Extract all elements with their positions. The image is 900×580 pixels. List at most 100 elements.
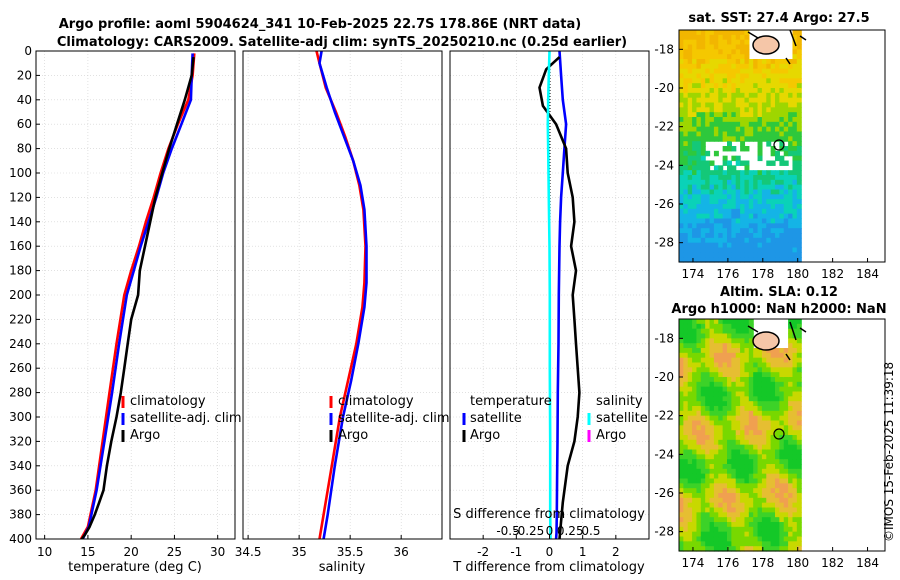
- heatmap-cell: [792, 257, 798, 263]
- y-tick-label: 160: [9, 239, 32, 253]
- heatmap-cell: [687, 44, 693, 50]
- heatmap-cell: [683, 430, 689, 436]
- heatmap-cell: [727, 136, 732, 142]
- heatmap-cell: [705, 54, 711, 60]
- heatmap-cell: [687, 425, 693, 431]
- heatmap-cell: [705, 73, 711, 79]
- heatmap-cell: [696, 112, 702, 118]
- heatmap-cell: [700, 179, 706, 186]
- heatmap-cell: [705, 126, 711, 133]
- heatmap-cell: [757, 218, 763, 224]
- heatmap-cell: [783, 150, 789, 157]
- heatmap-cell: [709, 425, 715, 431]
- heatmap-cell: [792, 319, 798, 325]
- lon-tick-label: 180: [786, 267, 809, 281]
- heatmap-cell: [709, 112, 715, 118]
- heatmap-cell: [744, 189, 750, 195]
- heatmap-cell: [679, 184, 684, 191]
- heatmap-cell: [683, 464, 689, 470]
- heatmap-cell: [705, 512, 711, 518]
- heatmap-cell: [735, 526, 741, 533]
- heatmap-cell: [775, 410, 780, 417]
- heatmap-cell: [744, 247, 750, 253]
- heatmap-cell: [709, 78, 715, 84]
- heatmap-cell: [735, 328, 741, 335]
- heatmap-cell: [679, 213, 684, 220]
- heatmap-cell: [683, 179, 689, 186]
- heatmap-cell: [748, 372, 754, 378]
- heatmap-cell: [796, 372, 802, 378]
- heatmap-cell: [740, 63, 746, 70]
- heatmap-cell: [718, 213, 724, 220]
- heatmap-cell: [718, 541, 724, 547]
- heatmap-cell: [775, 126, 780, 133]
- heatmap-cell: [700, 464, 706, 470]
- heatmap-cell: [718, 464, 724, 470]
- heatmap-cell: [740, 218, 746, 224]
- heatmap-cell: [679, 44, 684, 50]
- heatmap-cell: [727, 381, 732, 388]
- heatmap-cell: [783, 126, 789, 133]
- heatmap-cell: [744, 97, 750, 104]
- heatmap-cell: [770, 97, 776, 104]
- y-tick-label: 400: [9, 532, 32, 546]
- heatmap-cell: [727, 237, 732, 244]
- heatmap-cell: [735, 117, 741, 123]
- heatmap-cell: [718, 473, 724, 480]
- heatmap-cell: [696, 228, 702, 234]
- heatmap-cell: [683, 517, 689, 523]
- heatmap-cell: [727, 396, 732, 402]
- heatmap-cell: [735, 88, 741, 94]
- heatmap-cell: [696, 34, 702, 41]
- heatmap-cell: [744, 391, 750, 397]
- heatmap-cell: [722, 233, 728, 239]
- heatmap-cell: [792, 194, 798, 200]
- heatmap-cell: [757, 228, 763, 234]
- heatmap-cell: [731, 381, 737, 388]
- heatmap-cell: [696, 381, 702, 388]
- heatmap-cell: [783, 391, 789, 397]
- heatmap-cell: [696, 218, 702, 224]
- heatmap-cell: [727, 497, 732, 504]
- heatmap-cell: [722, 343, 728, 349]
- heatmap-cell: [761, 377, 767, 383]
- heatmap-cell: [748, 117, 754, 123]
- heatmap-cell: [753, 102, 759, 108]
- heatmap-cell: [744, 454, 750, 460]
- heatmap-cell: [683, 435, 689, 441]
- heatmap-cell: [696, 150, 702, 157]
- heatmap-cell: [713, 34, 719, 41]
- heatmap-cell: [757, 435, 763, 441]
- heatmap-cell: [731, 126, 737, 133]
- heatmap-cell: [727, 536, 732, 542]
- heatmap-cell: [735, 179, 741, 186]
- heatmap-cell: [705, 208, 711, 215]
- heatmap-cell: [718, 73, 724, 79]
- heatmap-cell: [770, 184, 776, 191]
- heatmap-cell: [788, 204, 794, 210]
- heatmap-cell: [766, 497, 772, 504]
- heatmap-cell: [796, 68, 802, 75]
- heatmap-cell: [788, 531, 794, 538]
- heatmap-cell: [761, 83, 767, 89]
- heatmap-cell: [692, 179, 698, 186]
- heatmap-cell: [740, 546, 746, 552]
- heatmap-cell: [687, 483, 693, 489]
- heatmap-cell: [753, 444, 759, 451]
- heatmap-cell: [753, 454, 759, 460]
- heatmap-cell: [770, 121, 776, 128]
- heatmap-cell: [735, 189, 741, 195]
- lat-tick-label: -22: [654, 120, 674, 134]
- heatmap-cell: [692, 165, 698, 171]
- heatmap-cell: [761, 97, 767, 104]
- heatmap-cell: [713, 348, 719, 354]
- heatmap-cell: [735, 121, 741, 128]
- heatmap-cell: [679, 439, 684, 446]
- heatmap-cell: [713, 194, 719, 200]
- heatmap-cell: [713, 252, 719, 258]
- heatmap-cell: [744, 338, 750, 344]
- heatmap-cell: [705, 348, 711, 354]
- heatmap-cell: [748, 464, 754, 470]
- heatmap-cell: [700, 204, 706, 210]
- x-tick-label: -2: [477, 545, 489, 559]
